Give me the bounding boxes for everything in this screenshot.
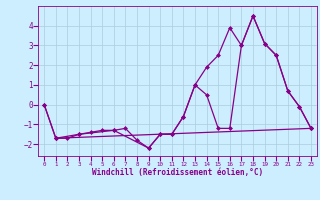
X-axis label: Windchill (Refroidissement éolien,°C): Windchill (Refroidissement éolien,°C): [92, 168, 263, 177]
